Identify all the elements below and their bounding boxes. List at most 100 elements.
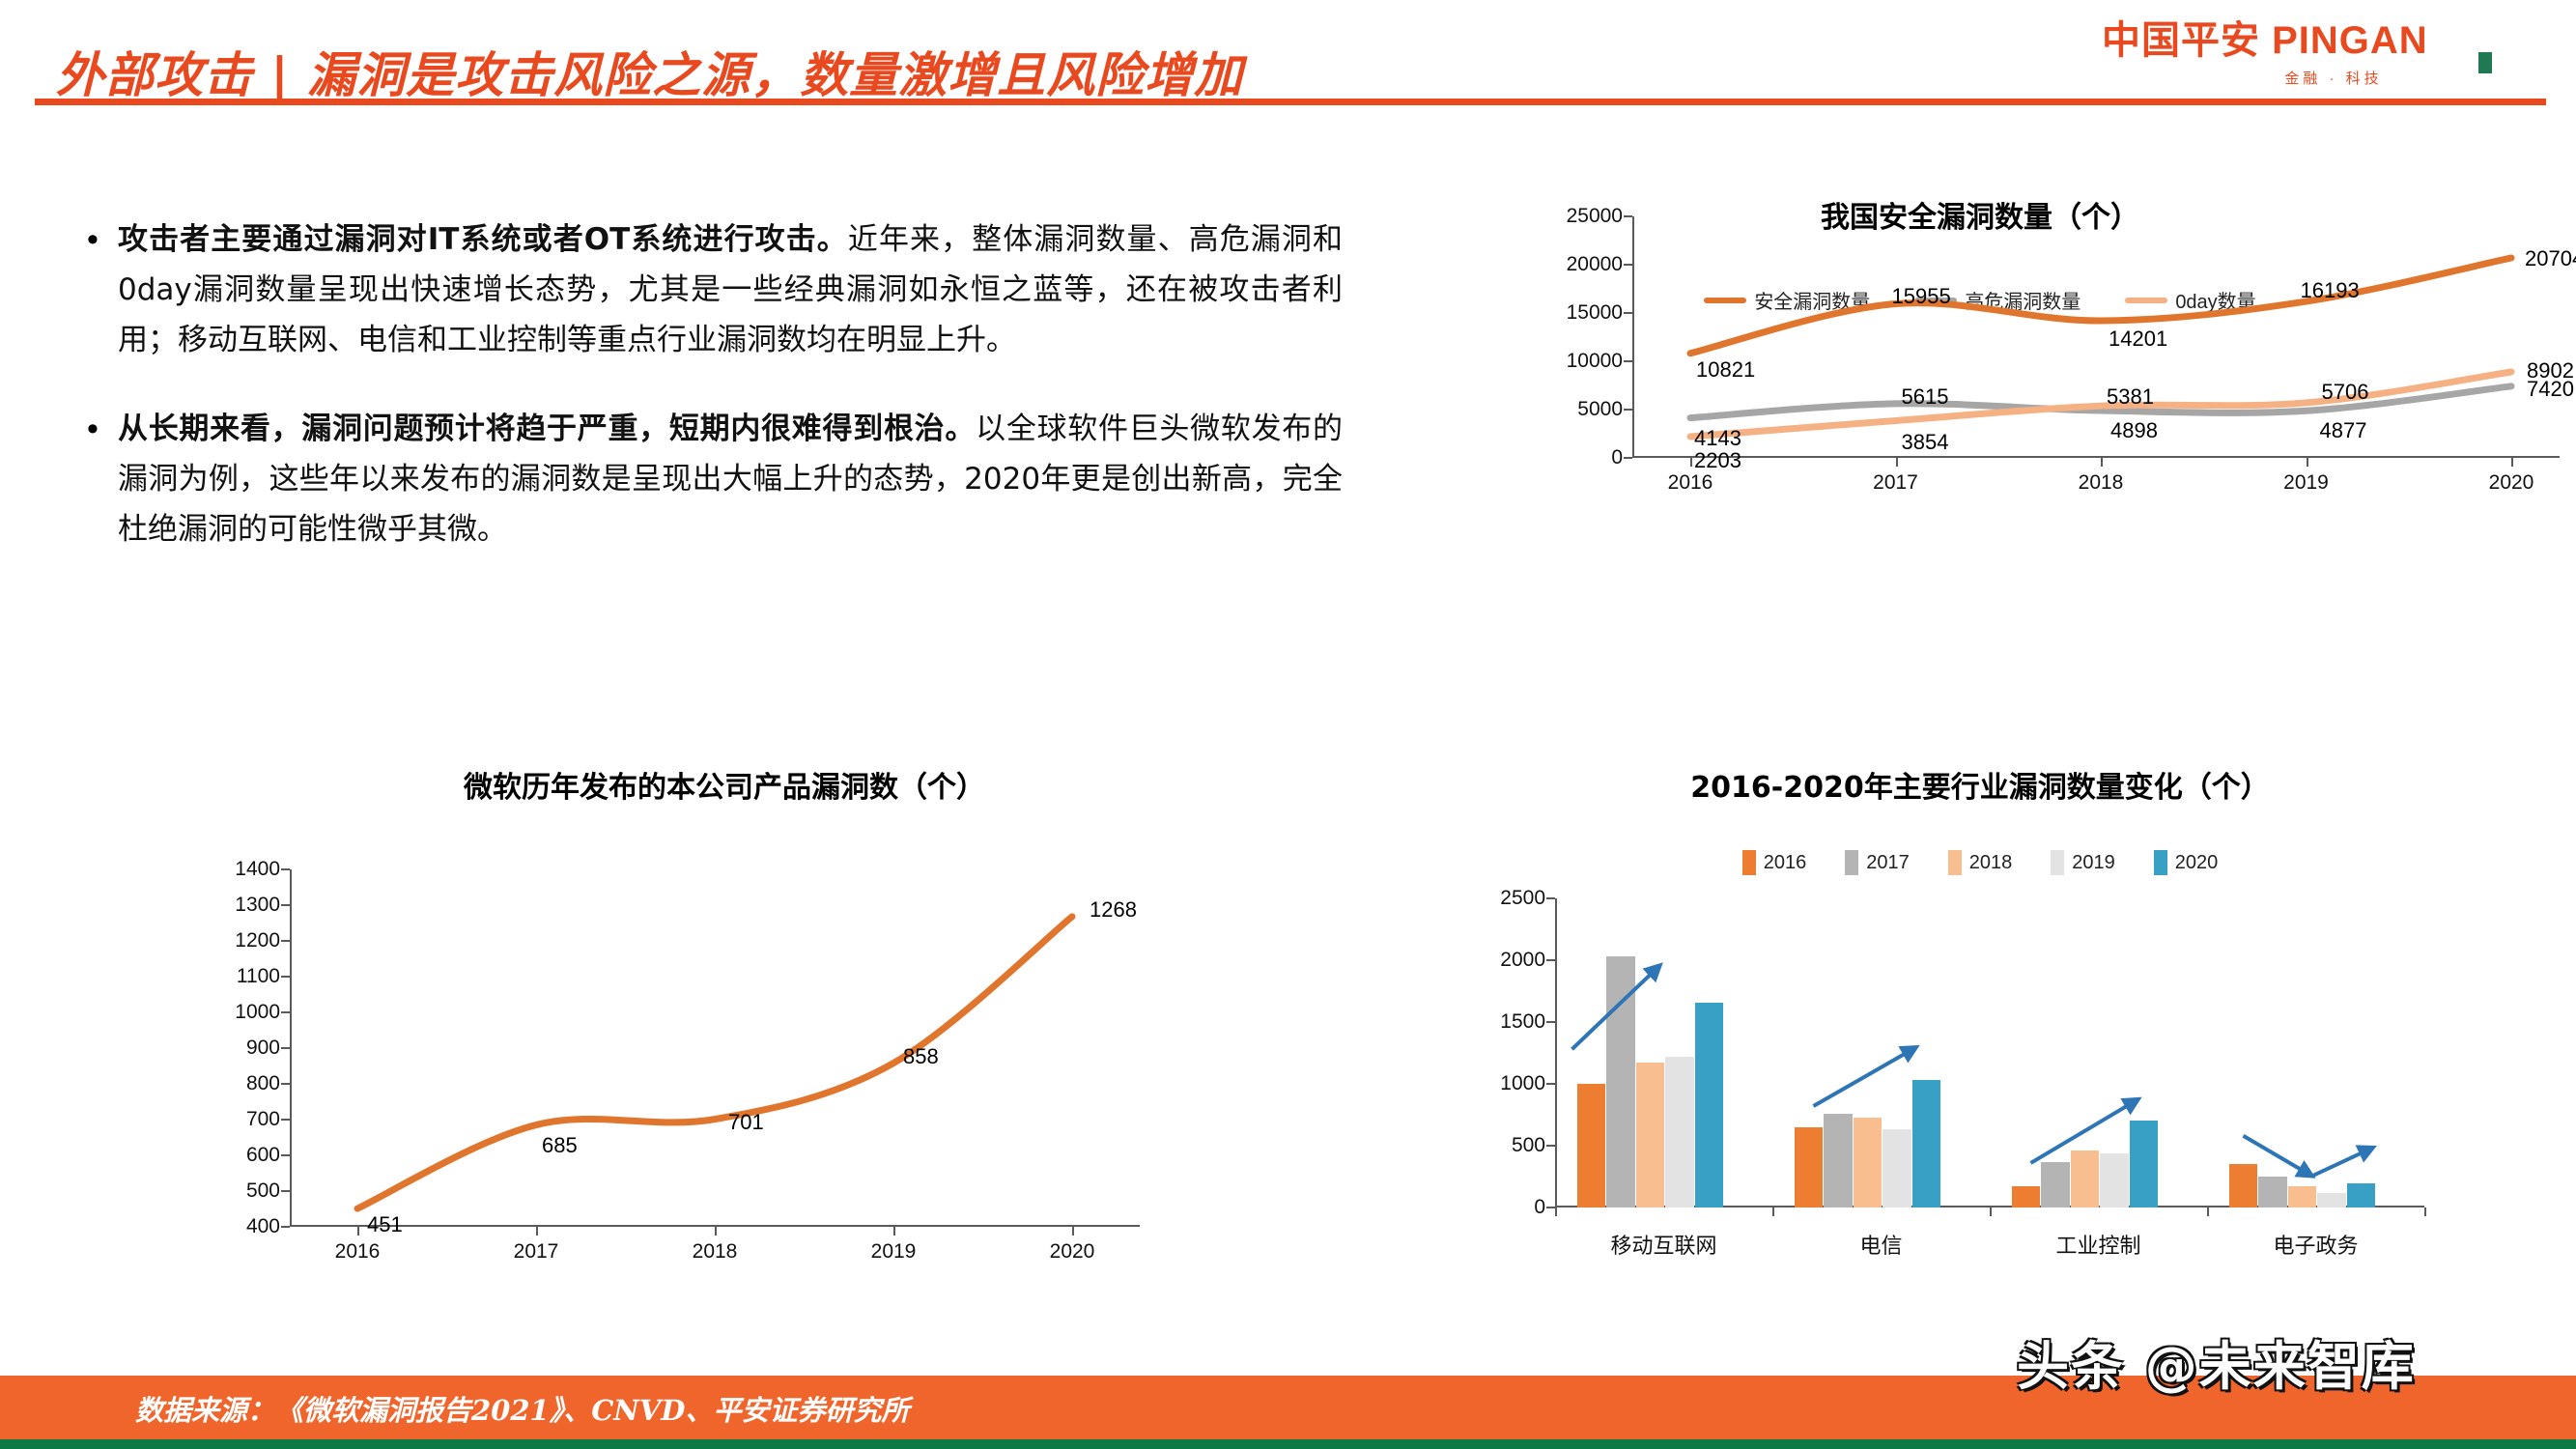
bar bbox=[1882, 1129, 1911, 1208]
bullet-marker: • bbox=[87, 221, 99, 258]
data-point-label: 8902 bbox=[2527, 357, 2574, 383]
legend-label: 2016 bbox=[1763, 851, 1807, 873]
x-axis-tick-label: 电子政务 bbox=[2273, 1235, 2359, 1259]
chart-microsoft-vulnerability-count: 微软历年发布的本公司产品漏洞数（个） 400 500 600 700 800 900 100… bbox=[145, 763, 1304, 1362]
data-point-label: 3854 bbox=[1901, 430, 1949, 455]
y-axis-tick bbox=[281, 1011, 290, 1013]
data-point-label: 15955 bbox=[1891, 284, 1951, 309]
y-axis-tick-label: 0 bbox=[1611, 446, 1623, 469]
y-axis-tick bbox=[1546, 1083, 1555, 1085]
x-axis-tick-label: 2017 bbox=[1873, 471, 1918, 494]
x-axis-tick bbox=[1990, 1208, 1992, 1216]
y-axis-tick-label: 2000 bbox=[1500, 949, 1545, 971]
logo-wordmark: 中国平安 PINGAN bbox=[2102, 19, 2428, 62]
y-axis-tick-label: 2500 bbox=[1500, 887, 1545, 909]
logo-leaf-icon bbox=[2478, 52, 2492, 73]
bar bbox=[1911, 1079, 1940, 1208]
bar bbox=[2012, 1186, 2041, 1208]
y-axis-tick bbox=[281, 1226, 290, 1228]
legend-color-swatch bbox=[1947, 850, 1962, 875]
bar bbox=[2317, 1192, 2346, 1208]
y-axis-tick bbox=[1624, 215, 1632, 217]
data-point-label: 451 bbox=[367, 1212, 403, 1237]
source-note: 数据来源：《微软漏洞报告2021》、CNVD、平安证券研究所 bbox=[135, 1394, 910, 1427]
chart-plot-area: 0 500 1000 1500 2000 2500 移动互联网 电信 工业控制 电子政务 bbox=[1500, 887, 2426, 1259]
data-point-label: 4898 bbox=[2110, 418, 2158, 443]
y-axis-tick-label: 1200 bbox=[235, 929, 280, 952]
legend-item: 2016 bbox=[1741, 850, 1807, 875]
y-axis-tick bbox=[1624, 360, 1632, 362]
data-point-label: 4143 bbox=[1694, 425, 1741, 450]
y-axis-tick-label: 900 bbox=[245, 1037, 280, 1059]
y-axis-tick-label: 1000 bbox=[235, 1001, 280, 1023]
y-axis-tick-label: 1400 bbox=[235, 858, 280, 880]
legend-label: 安全漏洞数量 bbox=[1754, 292, 1871, 313]
y-axis-tick-label: 800 bbox=[245, 1072, 280, 1094]
x-axis-tick-label: 2017 bbox=[513, 1240, 559, 1263]
y-axis-tick bbox=[281, 904, 290, 906]
bar bbox=[1577, 1084, 1606, 1208]
y-axis-tick bbox=[281, 1047, 290, 1049]
y-axis-tick bbox=[281, 976, 290, 978]
footer-bar bbox=[0, 1376, 2576, 1439]
y-axis-tick bbox=[281, 868, 290, 870]
legend-item: 2018 bbox=[1947, 850, 2012, 875]
y-axis-tick-label: 600 bbox=[245, 1144, 280, 1166]
data-point-label: 858 bbox=[903, 1043, 939, 1068]
bar bbox=[1694, 1002, 1723, 1208]
y-axis-tick-label: 20000 bbox=[1566, 253, 1623, 275]
trend-arrow bbox=[2242, 1134, 2316, 1179]
x-axis bbox=[1555, 1206, 2424, 1208]
data-point-label: 685 bbox=[542, 1132, 578, 1157]
x-axis-tick-label: 2020 bbox=[2488, 471, 2534, 494]
y-axis-tick bbox=[1546, 1207, 1555, 1208]
bar bbox=[1795, 1126, 1824, 1208]
y-axis-tick bbox=[281, 1119, 290, 1121]
x-axis-tick bbox=[1555, 1208, 1557, 1216]
legend-item: 2020 bbox=[2153, 850, 2218, 875]
chart-plot-area: 400 500 600 700 800 900 1000 1100 1200 1300 1400 20… bbox=[235, 858, 1140, 1263]
x-axis-tick bbox=[2424, 1208, 2426, 1216]
x-axis-tick-label: 2018 bbox=[2078, 471, 2124, 494]
bar bbox=[1824, 1114, 1853, 1208]
y-axis-tick-label: 10000 bbox=[1566, 350, 1623, 372]
x-axis-tick-label: 2016 bbox=[1667, 471, 1713, 494]
x-axis-tick-label: 2020 bbox=[1049, 1240, 1095, 1263]
y-axis-tick-label: 400 bbox=[245, 1215, 280, 1237]
chart-legend: 2016 2017 2018 2019 2020 bbox=[1420, 850, 2540, 875]
legend-item: 0day数量 bbox=[2125, 286, 2256, 314]
y-axis-tick bbox=[1546, 1021, 1555, 1023]
x-axis-tick bbox=[715, 1227, 717, 1236]
x-axis-tick bbox=[1895, 458, 1898, 467]
chart-title: 微软历年发布的本公司产品漏洞数（个） bbox=[464, 771, 985, 805]
bar bbox=[2070, 1151, 2100, 1208]
legend-color-swatch bbox=[2153, 850, 2167, 875]
y-axis-tick bbox=[1624, 264, 1632, 266]
line-series bbox=[354, 913, 1076, 1212]
data-point-label: 5706 bbox=[2321, 379, 2369, 404]
bar bbox=[2229, 1164, 2258, 1208]
title-divider bbox=[35, 99, 2546, 105]
bar bbox=[1853, 1118, 1882, 1208]
chart-title: 2016-2020年主要行业漏洞数量变化（个） bbox=[1690, 771, 2270, 805]
y-axis-tick-label: 500 bbox=[1511, 1134, 1545, 1156]
y-axis-tick-label: 1500 bbox=[1500, 1010, 1545, 1033]
chart-series-svg bbox=[1686, 254, 2515, 440]
x-axis bbox=[290, 1225, 1140, 1227]
data-point-label: 14201 bbox=[2109, 326, 2168, 351]
y-axis-tick-label: 0 bbox=[1534, 1196, 1545, 1218]
bar bbox=[2346, 1183, 2375, 1208]
bar bbox=[2100, 1152, 2129, 1208]
x-axis-tick-label: 2019 bbox=[2283, 471, 2329, 494]
y-axis-tick-label: 5000 bbox=[1577, 398, 1623, 420]
bullet-text: 从长期来看，漏洞问题预计将趋于严重，短期内很难得到根治。以全球软件巨头微软发布的… bbox=[118, 404, 1343, 554]
x-axis-tick bbox=[2306, 458, 2308, 467]
bullet-rest: 近年来，整体漏洞数量、高危漏洞和0day漏洞数量呈现出快速增长态势，尤其是一些经… bbox=[118, 222, 1343, 357]
x-axis-tick-label: 2018 bbox=[692, 1240, 738, 1263]
page-title: 外部攻击 | 漏洞是攻击风险之源，数量激增且风险增加 bbox=[56, 47, 1244, 103]
y-axis-tick-label: 25000 bbox=[1566, 205, 1623, 227]
bullet-bold: 从长期来看，漏洞问题预计将趋于严重，短期内很难得到根治。 bbox=[118, 412, 977, 446]
y-axis-tick-label: 1100 bbox=[236, 965, 280, 987]
x-axis-tick bbox=[2511, 458, 2513, 467]
x-axis-tick-label: 移动互联网 bbox=[1610, 1235, 1717, 1259]
